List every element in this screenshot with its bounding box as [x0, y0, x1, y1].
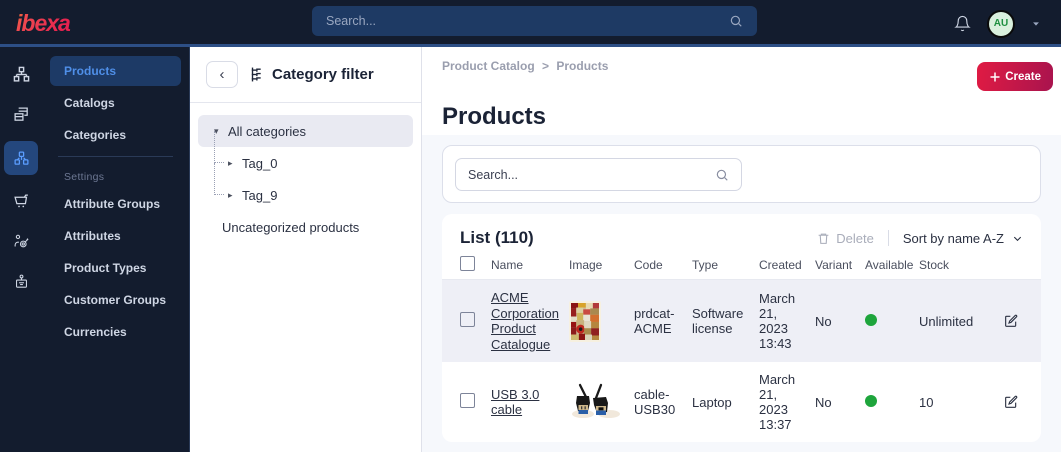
svg-text:ibexa: ibexa [16, 11, 71, 36]
